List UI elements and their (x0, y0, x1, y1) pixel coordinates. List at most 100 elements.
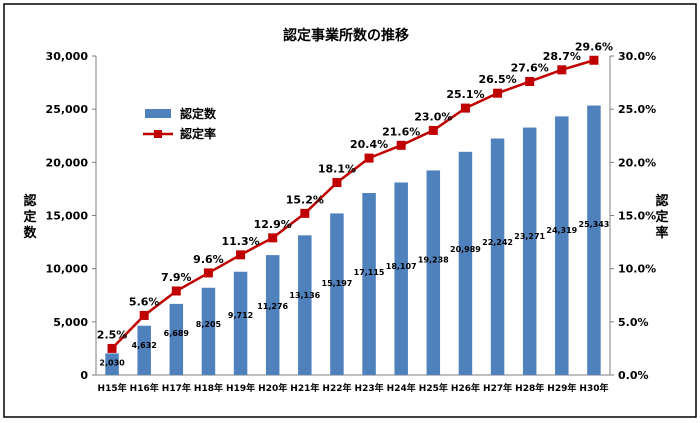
chart-title: 認定事業所数の推移 (283, 27, 409, 44)
rate-value-label: 25.1% (446, 88, 484, 101)
y-right-tick-label: 30.0% (618, 50, 656, 63)
rate-value-label: 5.6% (129, 295, 160, 308)
bar-H22年 (330, 213, 344, 375)
bar-H30年 (587, 105, 601, 375)
rate-value-label: 21.6% (382, 125, 420, 138)
rate-point-H23年 (364, 153, 374, 163)
x-category-label: H21年 (290, 382, 319, 394)
rate-point-H22年 (332, 178, 342, 188)
x-category-label: H16年 (130, 382, 159, 394)
x-category-label: H28年 (515, 382, 544, 394)
x-category-label: H15年 (98, 382, 127, 394)
bar-value-label: 15,197 (322, 279, 353, 288)
legend-marker-rate (154, 130, 162, 138)
bar-H23年 (362, 193, 376, 375)
x-category-label: H26年 (451, 382, 480, 394)
rate-point-H26年 (460, 103, 470, 113)
rate-point-H29年 (557, 65, 567, 75)
bar-H27年 (490, 138, 505, 375)
rate-point-H30年 (589, 55, 599, 65)
rate-line (111, 59, 595, 350)
rate-value-label: 28.7% (543, 50, 581, 63)
rate-point-H15年 (107, 343, 117, 353)
bar-value-label: 17,115 (354, 268, 385, 277)
rate-value-label: 26.5% (478, 73, 516, 86)
chart-frame (3, 3, 697, 418)
rate-value-label: 18.1% (318, 163, 356, 176)
bar-H21年 (298, 235, 312, 375)
bar-H26年 (458, 151, 473, 375)
bar-value-label: 20,989 (450, 245, 481, 254)
bar-H16年 (137, 325, 151, 375)
x-category-label: H22年 (322, 382, 351, 394)
y-right-tick-label: 10.0% (618, 263, 656, 276)
rate-value-label: 11.3% (221, 235, 259, 248)
x-category-label: H17年 (162, 382, 191, 394)
bar-value-label: 13,136 (289, 291, 320, 300)
bar-value-label: 25,343 (579, 220, 610, 229)
rate-value-label: 2.5% (97, 328, 128, 341)
bar-H19年 (233, 271, 248, 375)
rate-point-H19年 (236, 250, 246, 260)
x-category-label: H18年 (194, 382, 223, 394)
rate-point-H17年 (171, 286, 181, 296)
x-category-label: H20年 (258, 382, 287, 394)
rate-point-H27年 (493, 88, 503, 98)
bar-value-label: 24,319 (546, 226, 577, 235)
bar-value-label: 18,107 (386, 262, 417, 271)
bar-H18年 (201, 287, 216, 375)
rate-point-H25年 (428, 125, 438, 135)
legend-label-rate: 認定率 (180, 126, 216, 141)
bar-H20年 (265, 255, 280, 375)
rate-line-group: 2.5% 5.6%7.9%9.6% 11.3% 12.9% 15.2% 18.1% 20.4… (97, 40, 613, 353)
rate-value-label: 7.9% (161, 271, 192, 284)
rate-point-H20年 (268, 233, 278, 243)
y-left-tick-label: 10,000 (46, 263, 89, 276)
x-category-label: H19年 (226, 382, 255, 394)
y-left-tick-label: 20,000 (46, 156, 89, 169)
y-left-tick-label: 0 (80, 369, 88, 382)
axes: 0 5,000 10,000 15,000 20,000 25,000 30,000 0.0%… (22, 50, 668, 394)
bar-value-label: 6,689 (164, 329, 190, 338)
rate-value-label: 20.4% (350, 138, 388, 151)
bar-value-label: 11,276 (257, 302, 288, 311)
y-left-axis-title: 認定数 (22, 193, 37, 241)
bar-H15年 (105, 353, 119, 375)
bar-value-label: 2,030 (99, 358, 125, 367)
rate-point-H18年 (203, 268, 213, 278)
bar-H25年 (426, 170, 441, 375)
rate-value-label: 12.9% (254, 218, 292, 231)
y-right-tick-label: 0.0% (618, 369, 649, 382)
x-category-label: H30年 (579, 382, 608, 394)
legend-swatch-bar (145, 109, 171, 118)
y-right-tick-label: 5.0% (618, 316, 649, 329)
y-left-tick-label: 30,000 (46, 50, 89, 63)
bar-value-label: 23,271 (514, 232, 545, 241)
bar-value-label: 4,632 (132, 341, 157, 350)
y-right-tick-label: 20.0% (618, 156, 656, 169)
y-right-axis-title: 認定率 (654, 193, 668, 241)
rate-point-H28年 (525, 77, 535, 87)
bar-H24年 (394, 182, 408, 375)
bar-value-label: 22,242 (482, 238, 513, 247)
rate-point-H24年 (396, 140, 406, 150)
rate-value-label: 29.6% (575, 40, 613, 53)
x-category-label: H23年 (355, 382, 384, 394)
x-category-label: H29年 (547, 382, 576, 394)
rate-value-label: 15.2% (286, 193, 324, 206)
x-category-label: H27年 (483, 382, 512, 394)
rate-point-H21年 (300, 208, 310, 218)
y-right-tick-label: 15.0% (618, 210, 656, 223)
bars: 2,030 4,632 6,689 8,205 9,712 11,27613,13615,… (99, 105, 610, 376)
y-right-tick-label: 25.0% (618, 103, 656, 116)
bar-value-label: 19,238 (418, 255, 449, 264)
y-left-tick-label: 25,000 (46, 103, 89, 116)
x-category-label: H25年 (419, 382, 448, 394)
rate-point-H16年 (139, 310, 149, 320)
legend-label-bar: 認定数 (180, 106, 217, 121)
bar-value-label: 8,205 (196, 320, 222, 329)
bar-H17年 (169, 303, 184, 375)
